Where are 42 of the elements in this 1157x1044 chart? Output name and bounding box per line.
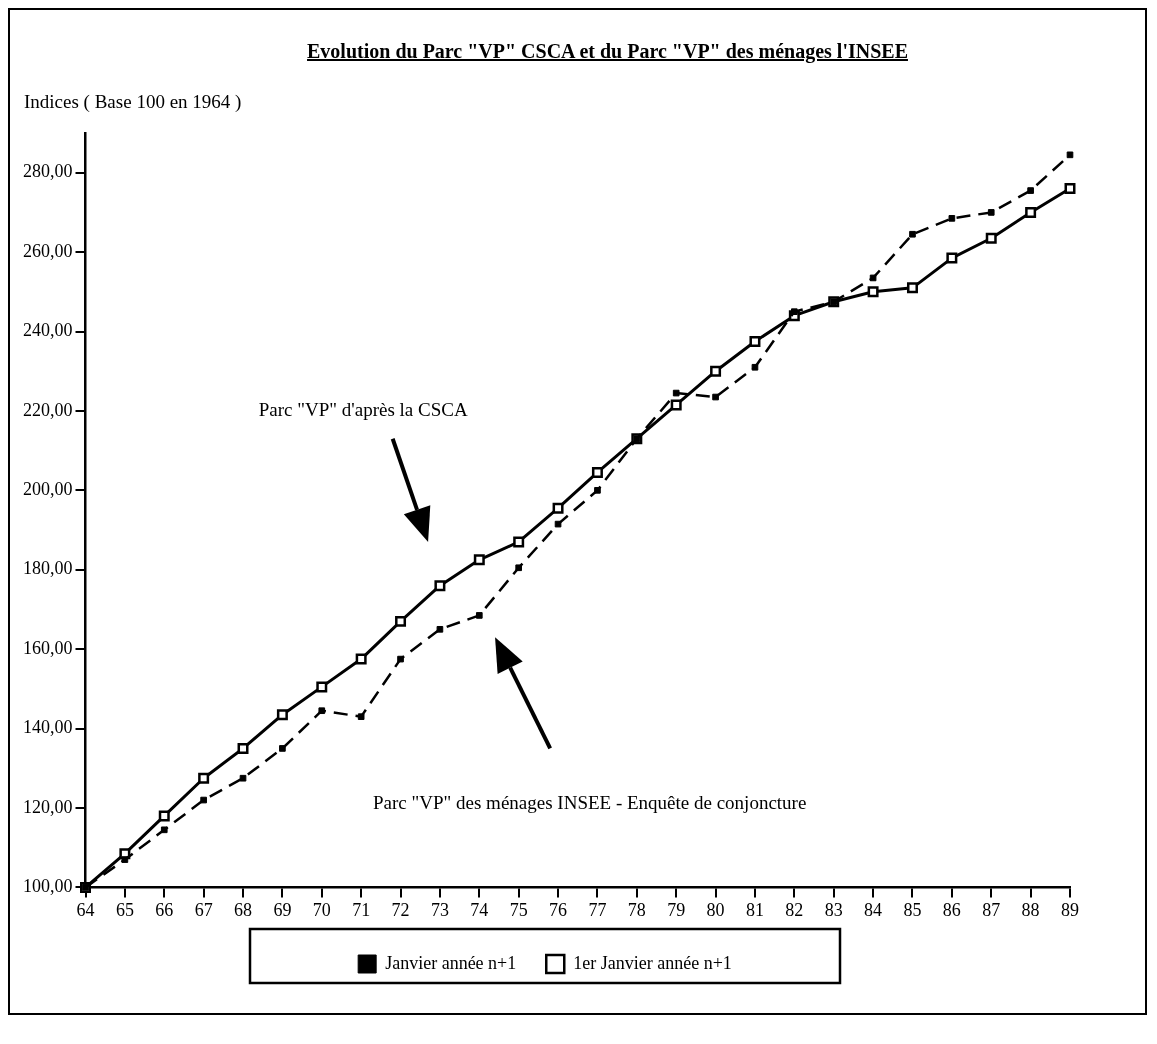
x-tick-label: 78 — [627, 899, 646, 920]
x-tick-label: 85 — [903, 899, 922, 920]
x-tick-label: 72 — [391, 899, 410, 920]
x-tick-label: 83 — [824, 899, 843, 920]
chart-title: Evolution du Parc "VP" CSCA et du Parc "VP" des ménages l'INSEE — [306, 40, 909, 63]
y-tick-label: 200,00 — [23, 479, 73, 500]
y-tick-label: 100,00 — [23, 876, 73, 897]
x-tick-label: 79 — [667, 899, 686, 920]
x-tick-label: 82 — [785, 899, 804, 920]
x-tick-label: 66 — [155, 899, 174, 920]
y-axis-title: Indices ( Base 100 en 1964 ) — [24, 91, 243, 113]
legend-label: 1er Janvier année n+1 — [573, 952, 732, 973]
x-tick-label: 86 — [942, 899, 961, 920]
y-tick-label: 180,00 — [23, 558, 73, 579]
x-tick-label: 70 — [312, 899, 331, 920]
x-tick-label: 67 — [194, 899, 213, 920]
y-tick-label: 280,00 — [23, 161, 73, 182]
x-tick-label: 77 — [588, 899, 607, 920]
x-tick-label: 81 — [745, 899, 764, 920]
x-tick-label: 71 — [352, 899, 371, 920]
y-tick-label: 260,00 — [23, 240, 73, 261]
x-tick-label: 80 — [706, 899, 725, 920]
y-tick-label: 220,00 — [23, 399, 73, 420]
x-tick-label: 68 — [234, 899, 253, 920]
x-tick-label: 74 — [470, 899, 489, 920]
y-tick-label: 160,00 — [23, 637, 73, 658]
x-tick-label: 69 — [273, 899, 292, 920]
annotation: Parc "VP" des ménages INSEE - Enquête de conjoncture — [372, 792, 807, 813]
legend-label: Janvier année n+1 — [385, 952, 517, 973]
x-tick-label: 65 — [115, 899, 134, 920]
x-tick-label: 84 — [864, 899, 883, 920]
annotation: Parc "VP" d'après la CSCA — [258, 398, 468, 420]
x-tick-label: 87 — [982, 899, 1001, 920]
x-tick-label: 64 — [76, 899, 95, 920]
x-tick-label: 89 — [1061, 899, 1079, 920]
y-tick-label: 140,00 — [23, 717, 73, 738]
x-tick-label: 88 — [1021, 899, 1040, 920]
x-tick-label: 75 — [509, 899, 528, 920]
y-tick-label: 120,00 — [23, 796, 73, 817]
x-tick-label: 73 — [430, 899, 449, 920]
x-tick-label: 76 — [549, 899, 568, 920]
y-tick-label: 240,00 — [23, 320, 73, 341]
